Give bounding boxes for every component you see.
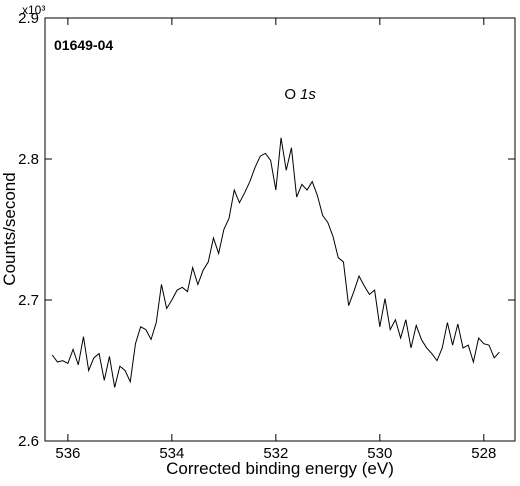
- x-tick-label: 530: [367, 445, 392, 462]
- sample-label: 01649-04: [54, 37, 113, 53]
- x-tick-label: 528: [471, 445, 496, 462]
- plot-frame: [44, 17, 516, 442]
- y-tick-label: 2.8: [18, 151, 39, 168]
- y-tick-label: 2.6: [18, 433, 39, 450]
- spectrum-line: [51, 137, 500, 388]
- peak-orbital: 1s: [300, 86, 316, 103]
- x-tick-label: 536: [55, 445, 80, 462]
- y-axis-label: Counts/second: [0, 172, 19, 285]
- x-axis-label: Corrected binding energy (eV): [166, 459, 394, 478]
- y-tick-label: 2.9: [18, 10, 39, 27]
- x-tick-label: 534: [159, 445, 184, 462]
- peak-element: O: [284, 86, 296, 103]
- y-tick-label: 2.7: [18, 292, 39, 309]
- y-multiplier: x10³: [22, 3, 45, 17]
- x-tick-label: 532: [263, 445, 288, 462]
